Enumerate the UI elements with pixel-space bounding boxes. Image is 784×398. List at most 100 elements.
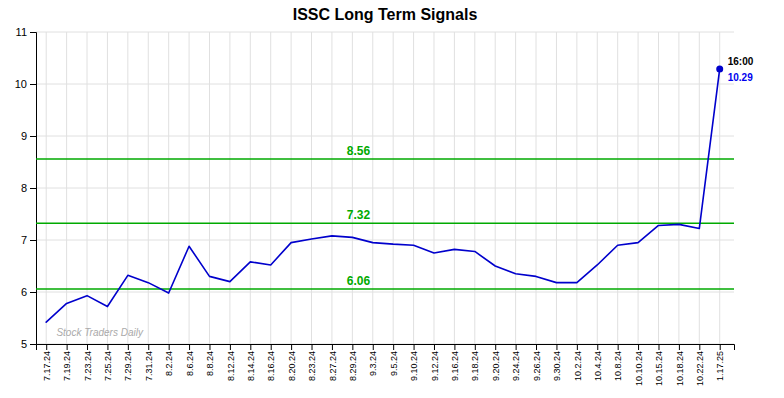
chart: 5 6 7 8 9 10 11 7.17.24 7.19.24 7.23.24 7.25.24 7.2…	[0, 0, 784, 398]
x-grid-line	[576, 32, 577, 344]
x-grid-line	[393, 32, 394, 344]
x-tick: 8.16.24	[266, 344, 276, 381]
x-tick: 7.17.24	[42, 344, 52, 381]
reference-line	[36, 288, 734, 290]
y-grid-line	[36, 240, 734, 241]
x-tick-label: 9.3.24	[368, 351, 378, 376]
y-grid-line	[36, 32, 734, 33]
x-tick-mark	[209, 344, 210, 350]
x-grid-line	[46, 32, 47, 344]
y-tick-label: 7	[21, 234, 27, 246]
x-tick-label: 8.27.24	[328, 351, 338, 381]
reference-label: 7.32	[347, 208, 371, 222]
x-tick-mark	[128, 344, 129, 350]
x-tick: 10.8.24	[613, 344, 623, 381]
x-tick-mark	[454, 344, 455, 350]
x-tick-mark	[67, 344, 68, 350]
x-tick-label: 8.2.24	[164, 351, 174, 376]
x-tick-label: 7.19.24	[62, 351, 72, 381]
x-tick-label: 8.14.24	[246, 351, 256, 381]
x-grid-line	[556, 32, 557, 344]
x-grid-line	[311, 32, 312, 344]
x-tick: 7.29.24	[123, 344, 133, 381]
watermark: Stock Traders Daily	[56, 327, 144, 338]
x-tick-label: 10.10.24	[634, 351, 644, 386]
x-grid-line	[127, 32, 128, 344]
x-grid-line	[699, 32, 700, 344]
last-value-label: 10.29	[728, 72, 753, 83]
x-tick: 9.20.24	[491, 344, 501, 381]
last-time-label: 16:00	[728, 56, 754, 67]
x-tick: 8.12.24	[226, 344, 236, 381]
reference-line	[36, 223, 734, 225]
y-tick-mark	[30, 188, 36, 189]
x-tick-mark	[577, 344, 578, 350]
x-tick-mark	[720, 344, 721, 350]
x-tick: 9.26.24	[532, 344, 542, 381]
x-tick-mark	[291, 344, 292, 350]
x-tick-mark	[87, 344, 88, 350]
x-axis-line	[37, 345, 735, 351]
price-line	[46, 69, 720, 322]
x-tick: 9.18.24	[470, 344, 480, 381]
x-tick: 7.31.24	[144, 344, 154, 381]
x-tick-label: 10.15.24	[654, 351, 664, 386]
x-tick-mark	[597, 344, 598, 350]
y-tick-label: 9	[21, 130, 27, 142]
x-tick: 7.25.24	[103, 344, 113, 381]
x-tick-label: 10.2.24	[572, 351, 582, 381]
reference-label: 8.56	[347, 144, 371, 158]
x-tick: 7.23.24	[83, 344, 93, 381]
x-tick: 8.8.24	[205, 344, 215, 376]
x-tick-mark	[393, 344, 394, 350]
y-tick: 10	[15, 78, 36, 90]
y-tick-mark	[30, 84, 36, 85]
x-grid-line	[66, 32, 67, 344]
x-tick-label: 9.24.24	[511, 351, 521, 381]
x-tick: 8.29.24	[348, 344, 358, 381]
x-tick-label: 10.8.24	[613, 351, 623, 381]
y-grid-line	[36, 136, 734, 137]
x-grid-line	[148, 32, 149, 344]
x-tick-mark	[250, 344, 251, 350]
x-tick-label: 10.22.24	[695, 351, 705, 386]
x-tick-mark	[638, 344, 639, 350]
marks	[36, 65, 734, 322]
y-tick: 8	[21, 182, 36, 194]
x-tick-mark	[414, 344, 415, 350]
y-tick: 11	[16, 26, 36, 38]
x-tick: 9.5.24	[389, 344, 399, 376]
y-tick-label: 11	[16, 26, 27, 38]
x-grid-line	[638, 32, 639, 344]
x-tick-label: 7.29.24	[123, 351, 133, 381]
x-tick: 9.30.24	[552, 344, 562, 381]
x-tick-mark	[312, 344, 313, 350]
y-tick-mark	[30, 344, 36, 345]
x-grid-line	[352, 32, 353, 344]
x-grid-line	[678, 32, 679, 344]
x-tick-label: 9.18.24	[470, 351, 480, 381]
y-tick-label: 6	[21, 286, 27, 298]
x-tick-label: 9.26.24	[532, 351, 542, 381]
y-axis: 5 6 7 8 9 10 11	[15, 26, 37, 350]
y-tick: 7	[21, 234, 36, 246]
title: ISSC Long Term Signals	[293, 6, 478, 23]
x-tick: 10.18.24	[675, 344, 685, 386]
x-tick-label: 7.31.24	[144, 351, 154, 381]
y-grid-line	[36, 84, 734, 85]
x-grid-line	[658, 32, 659, 344]
x-tick-mark	[495, 344, 496, 350]
x-grid-line	[515, 32, 516, 344]
y-axis-line	[30, 33, 37, 345]
x-tick-label: 9.10.24	[409, 351, 419, 381]
grid	[36, 32, 734, 344]
x-grid-line	[168, 32, 169, 344]
x-grid-line	[270, 32, 271, 344]
x-grid-line	[107, 32, 108, 344]
x-tick-mark	[658, 344, 659, 350]
x-grid-line	[719, 32, 720, 344]
x-tick-label: 9.30.24	[552, 351, 562, 381]
x-tick-label: 8.20.24	[287, 351, 297, 381]
y-tick: 5	[21, 338, 36, 350]
x-tick-label: 8.29.24	[348, 351, 358, 381]
